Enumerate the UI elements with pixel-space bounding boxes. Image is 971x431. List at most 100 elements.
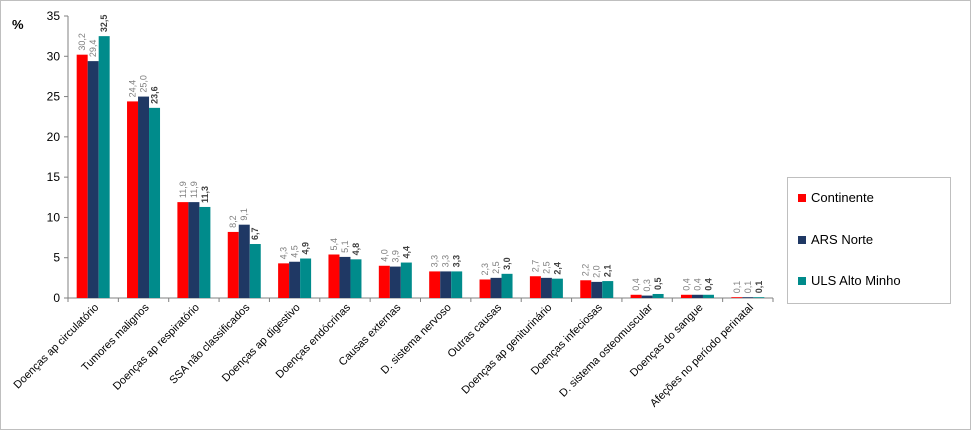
data-label: 30,2 [77,33,87,51]
legend-swatch [798,276,806,285]
bar-uls-alto-minho [501,273,513,298]
legend-label: ARS Norte [811,232,874,247]
y-tick-label: 15 [47,170,61,184]
bar-ars-norte [188,202,200,298]
bar-ars-norte [540,277,552,298]
bar-ars-norte [591,281,603,298]
bar-ars-norte [87,61,99,299]
bar-uls-alto-minho [602,281,614,298]
legend-label: Continente [811,190,874,205]
x-category-label: Doenças ap respiratório [111,302,202,393]
bar-continente [429,271,441,298]
bar-ars-norte [440,271,452,298]
data-label: 5,1 [340,240,350,253]
bar-ars-norte [138,96,150,298]
data-label: 4,9 [301,242,311,255]
data-label: 6,7 [250,228,260,241]
bar-continente [127,101,139,298]
data-label: 3,3 [430,255,440,268]
bar-continente [177,202,189,298]
data-label: 0,4 [681,278,691,291]
y-axis-unit-label: % [12,17,24,32]
data-label: 3,0 [502,257,512,270]
bar-uls-alto-minho [551,278,563,298]
data-label: 8,2 [228,215,238,228]
data-label: 3,3 [452,255,462,268]
legend: Continente ARS Norte ULS Alto Minho [787,177,951,304]
data-label: 25,0 [139,75,149,93]
data-label: 3,3 [441,255,451,268]
x-category-label: Afeções no período perinatal [648,302,756,410]
bar-continente [328,254,340,298]
data-label: 5,4 [329,238,339,251]
data-label: 9,1 [239,208,249,221]
data-label: 0,5 [653,277,663,290]
data-label: 0,4 [703,278,713,291]
bar-continente [479,279,491,298]
data-label: 2,3 [480,263,490,276]
data-label: 23,6 [150,86,160,104]
data-label: 2,4 [552,262,562,275]
data-label: 29,4 [88,40,98,58]
bar-ars-norte [490,277,502,298]
bar-continente [580,280,592,298]
legend-swatch [798,235,806,244]
bar-continente [378,265,390,298]
data-label: 0,3 [642,279,652,292]
data-label: 0,4 [631,278,641,291]
y-tick-label: 30 [47,49,61,63]
bar-continente [630,294,642,298]
data-label: 4,8 [351,243,361,256]
data-label: 4,4 [401,246,411,259]
data-label: 2,2 [581,264,591,277]
bar-continente [76,54,88,298]
data-label: 2,7 [530,260,540,273]
bar-continente [680,294,692,298]
data-label: 0,4 [692,278,702,291]
y-tick-label: 5 [53,251,60,265]
bar-uls-alto-minho [451,271,463,298]
data-label: 11,9 [178,181,188,198]
bar-uls-alto-minho [199,206,211,298]
bar-ars-norte [641,295,653,298]
bar-uls-alto-minho [400,262,412,298]
y-tick-label: 10 [47,210,61,224]
bar-continente [731,297,743,298]
data-label: 3,9 [390,250,400,263]
x-category-label: Doenças ap geniturinário [460,302,555,397]
bar-uls-alto-minho [652,293,664,298]
bar-uls-alto-minho [350,259,362,298]
bar-ars-norte [389,266,401,298]
bar-ars-norte [339,256,351,298]
bar-uls-alto-minho [300,258,312,298]
bar-uls-alto-minho [702,294,714,298]
data-label: 11,3 [200,186,210,203]
y-tick-label: 25 [47,90,61,104]
data-label: 2,5 [491,261,501,274]
bar-uls-alto-minho [98,36,110,299]
y-tick-label: 35 [47,9,61,23]
bar-continente [529,276,541,298]
legend-label: ULS Alto Minho [811,273,901,288]
bar-ars-norte [691,294,703,298]
bar-uls-alto-minho [249,244,261,298]
x-category-label: D. sistema osteomuscular [557,301,655,399]
data-label: 0,1 [732,281,742,294]
x-category-label: Doenças ap circulatório [12,302,102,392]
data-label: 2,5 [541,261,551,274]
bar-ars-norte [289,261,301,298]
y-tick-label: 0 [53,291,60,305]
bar-ars-norte [238,224,250,298]
y-tick-label: 20 [47,130,61,144]
bar-continente [227,231,239,298]
legend-item: ULS Alto Minho [798,273,901,288]
bar-uls-alto-minho [753,297,765,298]
data-label: 4,3 [279,247,289,260]
bar-continente [278,263,290,298]
legend-item: ARS Norte [798,232,873,247]
data-label: 32,5 [99,15,109,33]
data-label: 2,1 [603,265,613,278]
data-label: 4,0 [379,249,389,262]
